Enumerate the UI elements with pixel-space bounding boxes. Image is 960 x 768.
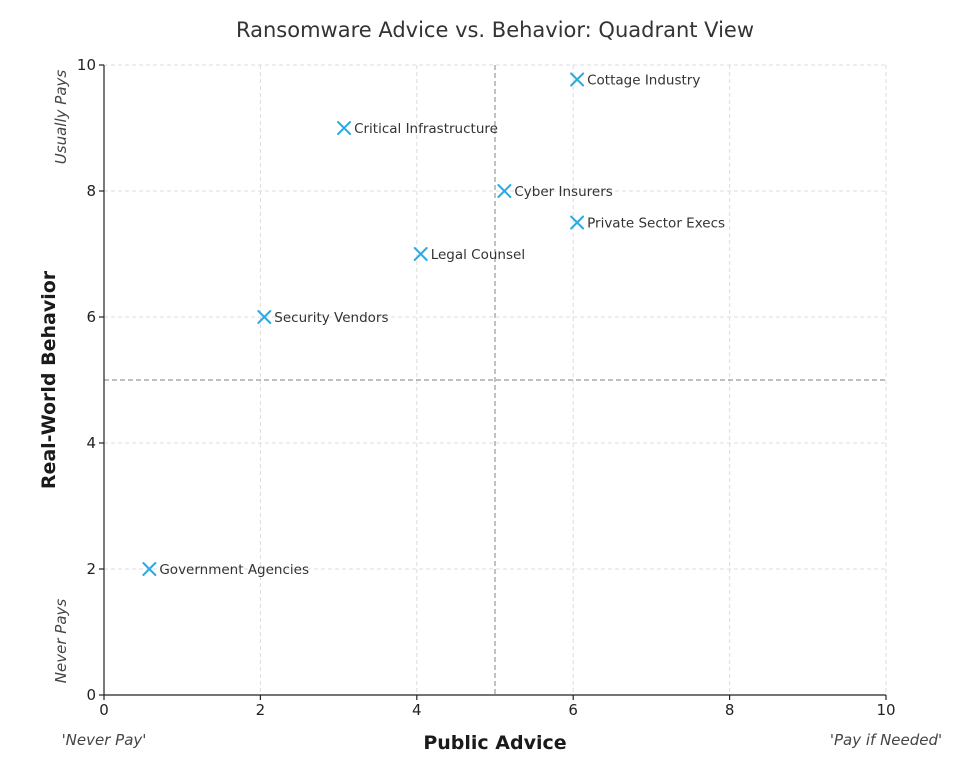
point-label-3: Private Sector Execs: [587, 216, 725, 232]
axes: [99, 64, 887, 700]
x-tick-label-0: 0: [99, 701, 109, 719]
x-tick-label-3: 6: [568, 701, 578, 719]
x-axis-label: Public Advice: [423, 732, 566, 754]
data-points: Cottage Industry Critical Infrastructure C…: [142, 72, 725, 578]
point-label-5: Security Vendors: [274, 310, 388, 326]
point-marker-6: [142, 562, 157, 576]
y-axis-low-label: Never Pays: [52, 599, 70, 684]
point-label-2: Cyber Insurers: [514, 184, 612, 200]
point-marker-1: [337, 121, 352, 135]
chart-title: Ransomware Advice vs. Behavior: Quadrant…: [236, 18, 754, 42]
point-marker-0: [570, 72, 585, 87]
x-tick-label-5: 10: [876, 701, 895, 719]
point-marker-3: [570, 215, 585, 230]
y-tick-label-0: 0: [86, 686, 96, 704]
x-axis-low-label: 'Never Pay': [62, 731, 147, 749]
point-label-6: Government Agencies: [159, 562, 309, 578]
y-axis-label: Real-World Behavior: [38, 270, 60, 489]
x-tick-label-2: 4: [412, 701, 422, 719]
y-tick-label-4: 8: [86, 182, 96, 200]
y-tick-label-2: 4: [86, 434, 96, 452]
point-marker-2: [497, 184, 512, 198]
x-tick-label-1: 2: [256, 701, 266, 719]
tick-labels: 0 2 4 6 8 10 0 2 4 6 8 10: [77, 56, 896, 719]
x-axis-high-label: 'Pay if Needed': [830, 731, 942, 749]
point-label-1: Critical Infrastructure: [354, 121, 498, 137]
y-tick-label-3: 6: [86, 308, 96, 326]
point-marker-5: [257, 310, 272, 324]
point-label-4: Legal Counsel: [431, 247, 525, 263]
point-marker-4: [413, 247, 428, 261]
quadrant-dividers: [104, 65, 886, 695]
x-tick-label-4: 8: [725, 701, 735, 719]
y-axis-high-label: Usually Pays: [52, 70, 70, 165]
y-tick-label-1: 2: [86, 560, 96, 578]
y-tick-label-5: 10: [77, 56, 96, 74]
point-label-0: Cottage Industry: [587, 72, 700, 88]
